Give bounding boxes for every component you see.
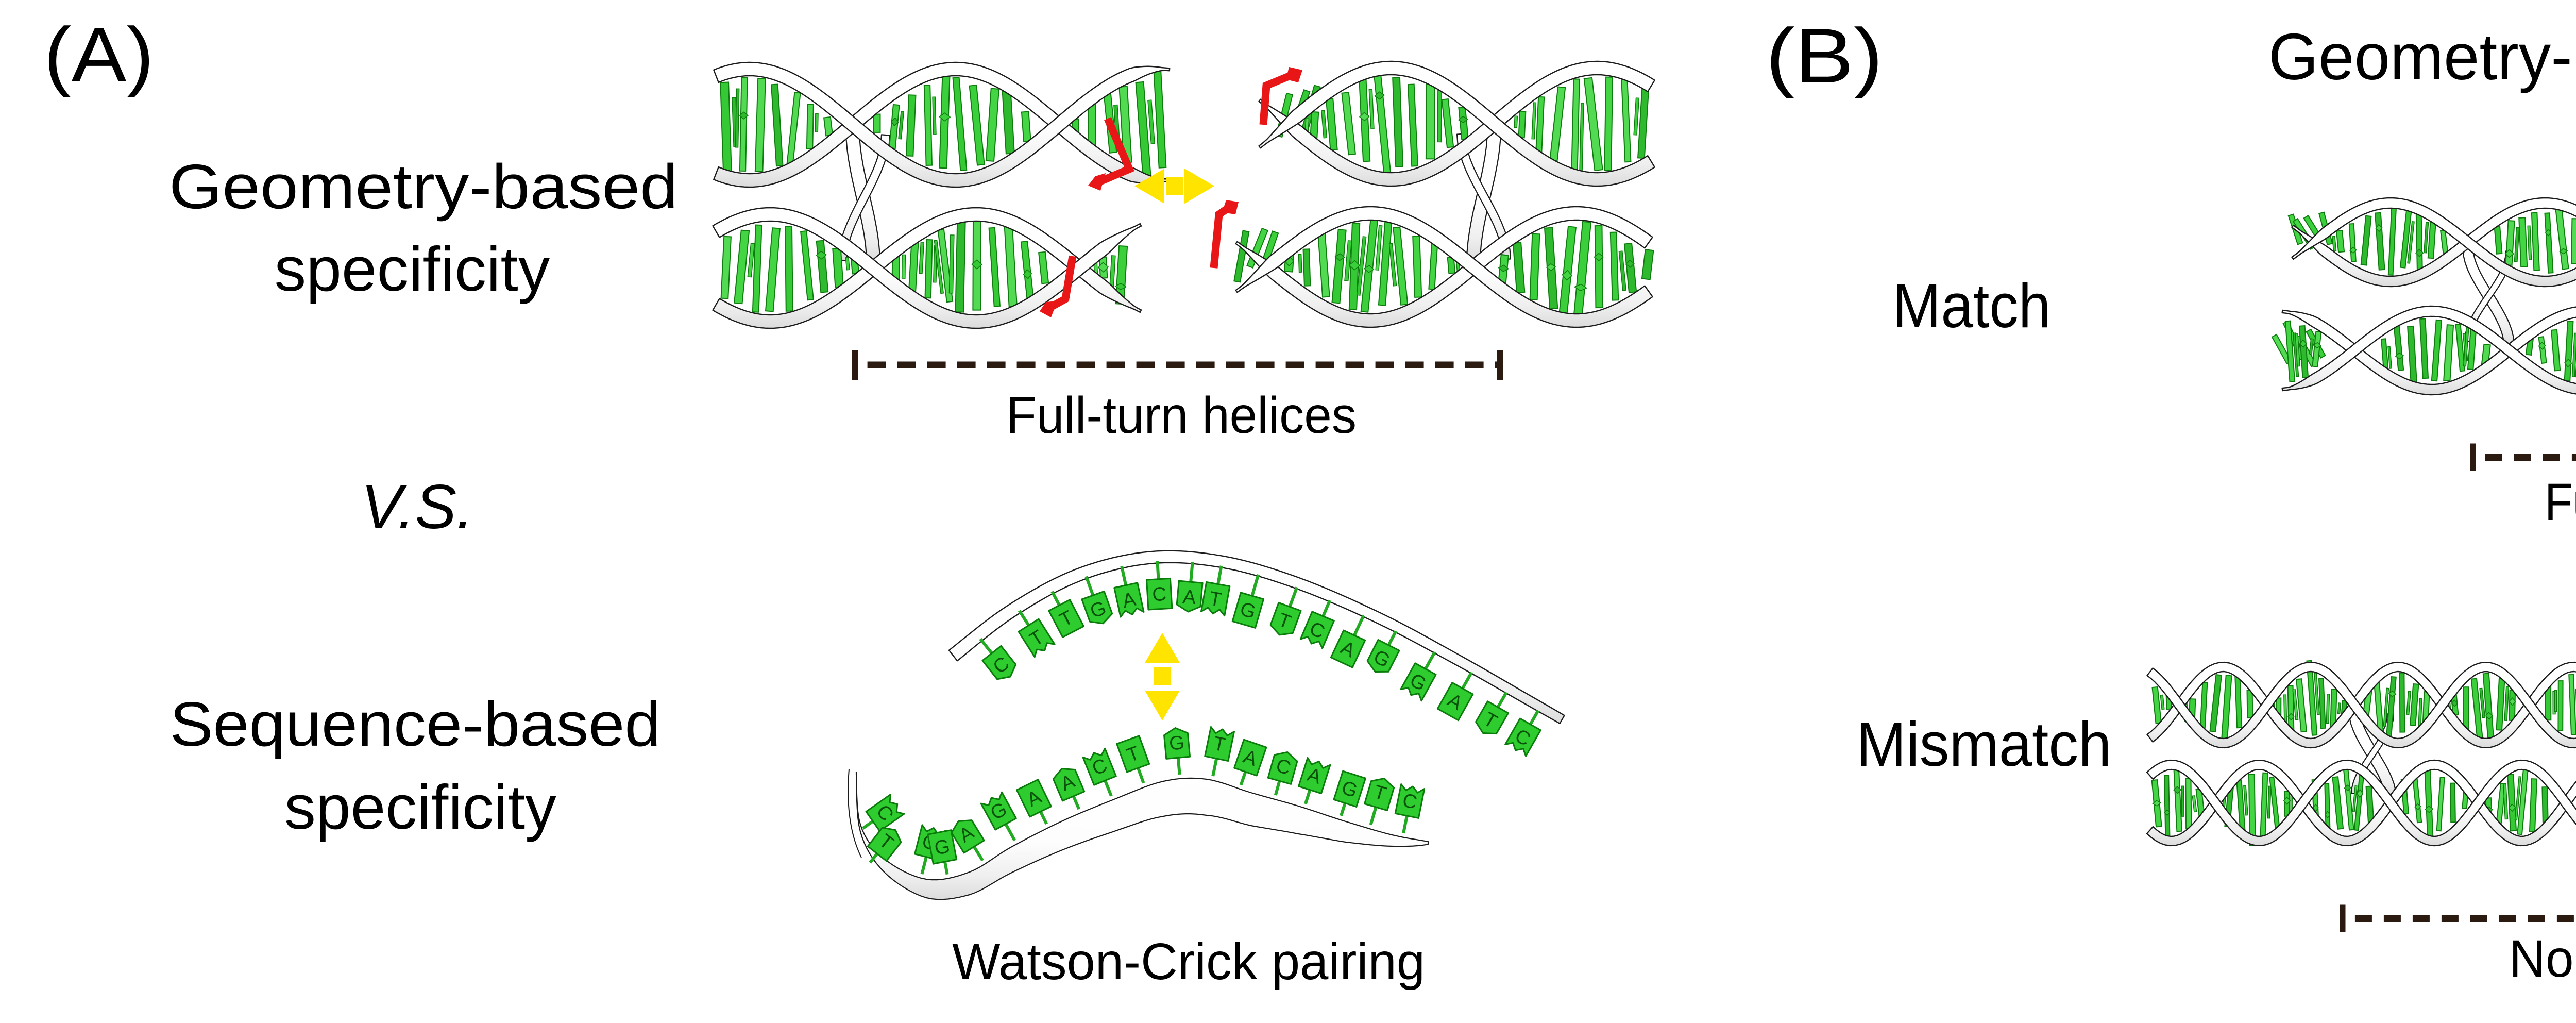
svg-text:Mismatch: Mismatch	[1857, 709, 2112, 779]
svg-text:Match: Match	[1893, 271, 2051, 341]
svg-text:V.S.: V.S.	[361, 472, 474, 542]
svg-text:specificity: specificity	[275, 234, 550, 304]
svg-text:specificity: specificity	[284, 772, 556, 842]
svg-text:(A): (A)	[44, 11, 154, 98]
svg-text:(B): (B)	[1766, 12, 1883, 99]
svg-text:Full-turn helices: Full-turn helices	[1006, 387, 1357, 444]
svg-text:A: A	[1182, 586, 1197, 609]
svg-text:C: C	[1151, 583, 1167, 606]
svg-text:Geometry-based: Geometry-based	[169, 152, 678, 222]
svg-text:Geometry-based specificity: Geometry-based specificity	[2268, 20, 2576, 93]
svg-text:Full turns: Full turns	[2545, 473, 2576, 531]
svg-text:Watson-Crick pairing: Watson-Crick pairing	[952, 933, 1425, 991]
svg-text:Sequence-based: Sequence-based	[170, 689, 661, 759]
svg-text:G: G	[1168, 732, 1185, 755]
svg-text:Non-full turns: Non-full turns	[2509, 929, 2576, 988]
